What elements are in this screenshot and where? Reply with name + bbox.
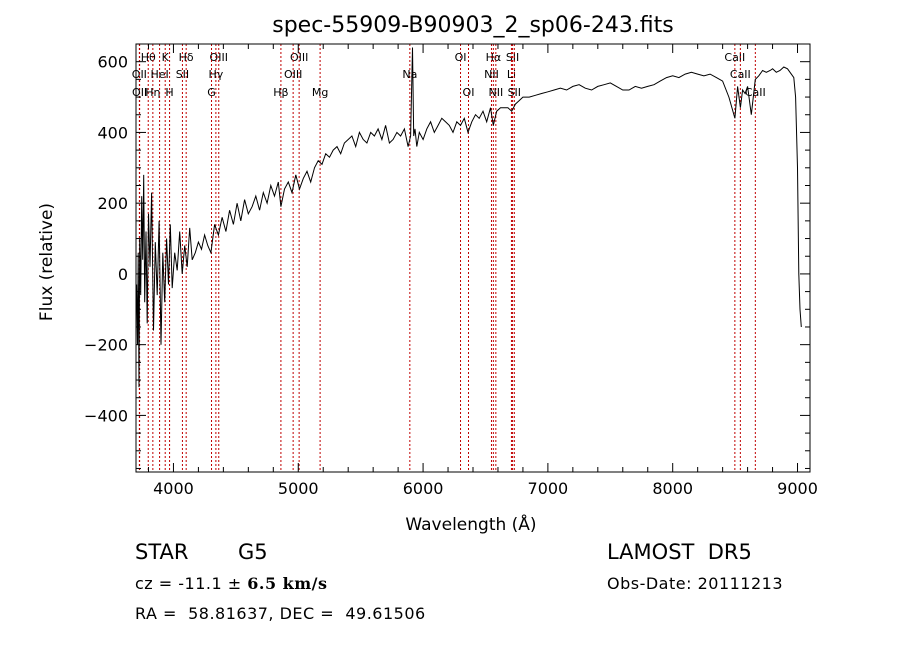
y-tick-label: −200 <box>84 336 128 355</box>
line-marker-label: CaII <box>745 86 766 99</box>
line-marker-label: Na <box>402 68 417 81</box>
line-marker-label: SII <box>506 51 519 64</box>
cz-value: cz = -11.1 ± <box>135 574 248 593</box>
line-marker-label: Hγ <box>208 68 223 81</box>
line-marker-label: SII <box>508 86 521 99</box>
line-marker-label: Hβ <box>273 86 288 99</box>
y-tick-label: 200 <box>97 194 128 213</box>
line-marker-label: Mg <box>312 86 328 99</box>
line-marker-label: Hα <box>486 51 502 64</box>
line-marker-label: G <box>207 86 216 99</box>
axis-ticks <box>136 43 810 472</box>
y-tick-label: −400 <box>84 406 128 425</box>
line-marker-label: OIII <box>210 51 228 64</box>
line-marker-label: NII <box>488 86 503 99</box>
redshift-line: cz = -11.1 ± 6.5 km/s <box>135 574 328 593</box>
line-marker-label: SII <box>176 68 189 81</box>
object-subclass: G5 <box>238 540 268 564</box>
line-marker-label: Hη <box>145 86 160 99</box>
y-tick-label: 600 <box>97 53 128 72</box>
line-marker-label: CaII <box>730 68 751 81</box>
line-marker-label: H <box>165 86 173 99</box>
line-marker-label: Hδ <box>179 51 194 64</box>
obs-date: Obs-Date: 20111213 <box>607 574 784 593</box>
line-marker-label: OI <box>455 51 467 64</box>
line-marker-label: Li <box>507 68 516 81</box>
survey-name: LAMOST DR5 <box>607 540 752 564</box>
y-axis-label: Flux (relative) <box>37 203 57 321</box>
object-class: STAR <box>135 540 189 564</box>
line-marker-label: OIII <box>290 51 308 64</box>
line-marker-label: HeI <box>150 68 168 81</box>
y-tick-label: 0 <box>118 265 128 284</box>
y-tick-label: 400 <box>97 123 128 142</box>
plot-frame <box>135 43 811 473</box>
cz-error: 6.5 km/s <box>247 574 328 593</box>
x-tick-label: 4000 <box>153 479 194 498</box>
x-axis-label: Wavelength (Å) <box>405 513 536 535</box>
x-tick-label: 9000 <box>777 479 818 498</box>
x-tick-label: 8000 <box>652 479 693 498</box>
tick-labels: 4000 5000 6000 7000 8000 9000 −400 −200 0 200 400 6… <box>84 53 818 498</box>
coordinates: RA = 58.81637, DEC = 49.61506 <box>135 604 426 623</box>
x-tick-label: 5000 <box>278 479 319 498</box>
line-marker-label: NII <box>484 68 499 81</box>
line-marker-label: K <box>162 51 170 64</box>
spectrum-line <box>136 47 802 388</box>
line-marker-label: OIII <box>284 68 302 81</box>
x-tick-label: 7000 <box>528 479 569 498</box>
line-marker-label: Hθ <box>141 51 156 64</box>
line-marker-label: CaII <box>724 51 745 64</box>
line-marker-label: OI <box>463 86 475 99</box>
x-tick-label: 6000 <box>403 479 444 498</box>
chart-title: spec-55909-B90903_2_sp06-243.fits <box>272 13 674 38</box>
